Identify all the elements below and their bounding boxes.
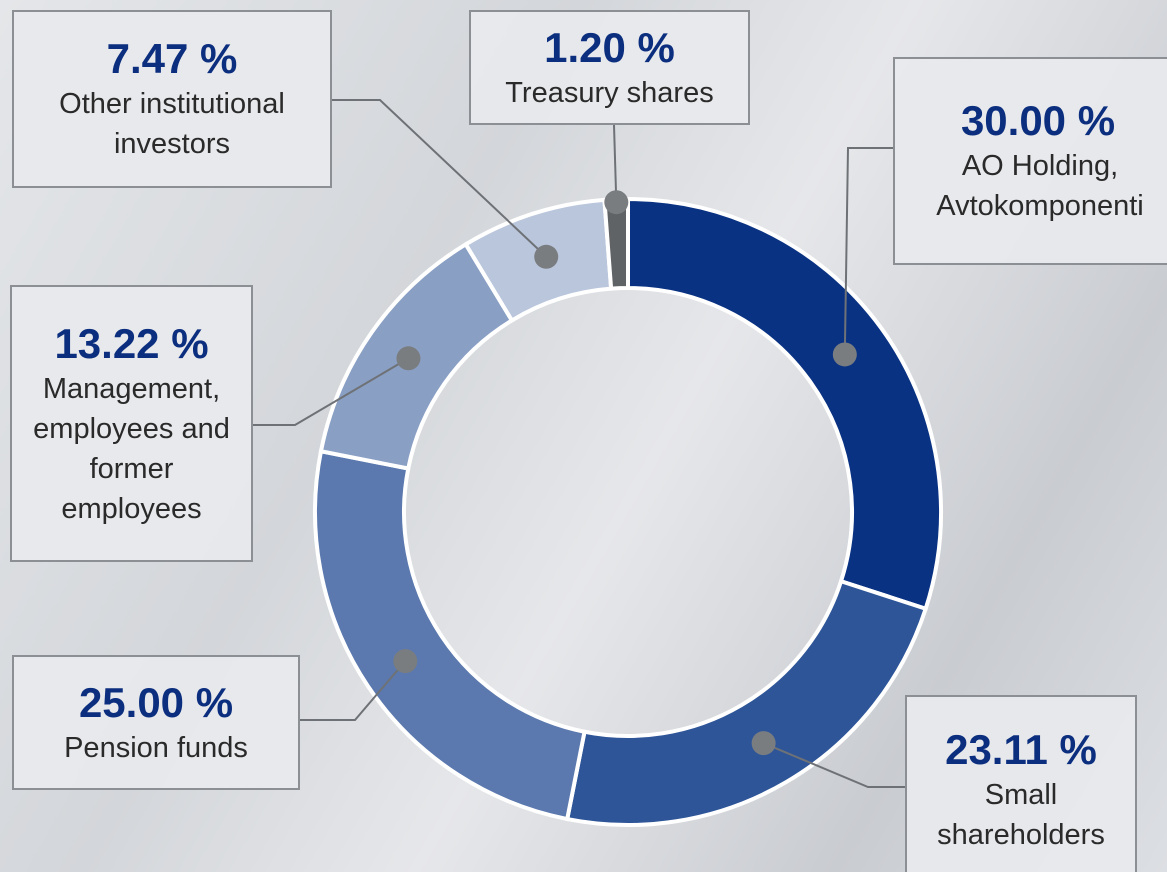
value-label: 25.00 % [24,678,288,728]
label-box: 30.00 % AO Holding, Avtokomponenti [893,57,1167,265]
value-label: 1.20 % [481,23,738,73]
chart: 30.00 % AO Holding, Avtokomponenti 23.11… [0,0,1167,872]
label-box: 23.11 % Small shareholders [905,695,1137,872]
leader-dot [534,245,558,269]
value-label: 30.00 % [905,96,1167,146]
category-label: AO Holding, Avtokomponenti [905,146,1167,226]
category-label: Management, employees and former employe… [22,369,241,529]
category-label: Other institutional investors [24,84,320,164]
label-box: 25.00 % Pension funds [12,655,300,790]
leader-dot [393,649,417,673]
category-label: Pension funds [24,728,288,768]
leader-dot [604,190,628,214]
donut-slice [315,451,585,819]
value-label: 7.47 % [24,34,320,84]
label-box: 13.22 % Management, employees and former… [10,285,253,562]
label-box: 7.47 % Other institutional investors [12,10,332,188]
leader-dot [752,731,776,755]
label-box: 1.20 % Treasury shares [469,10,750,125]
value-label: 13.22 % [22,319,241,369]
leader-dot [833,342,857,366]
value-label: 23.11 % [917,725,1125,775]
donut-slice [567,581,925,825]
leader-dot [396,346,420,370]
category-label: Small shareholders [917,775,1125,855]
category-label: Treasury shares [481,73,738,113]
